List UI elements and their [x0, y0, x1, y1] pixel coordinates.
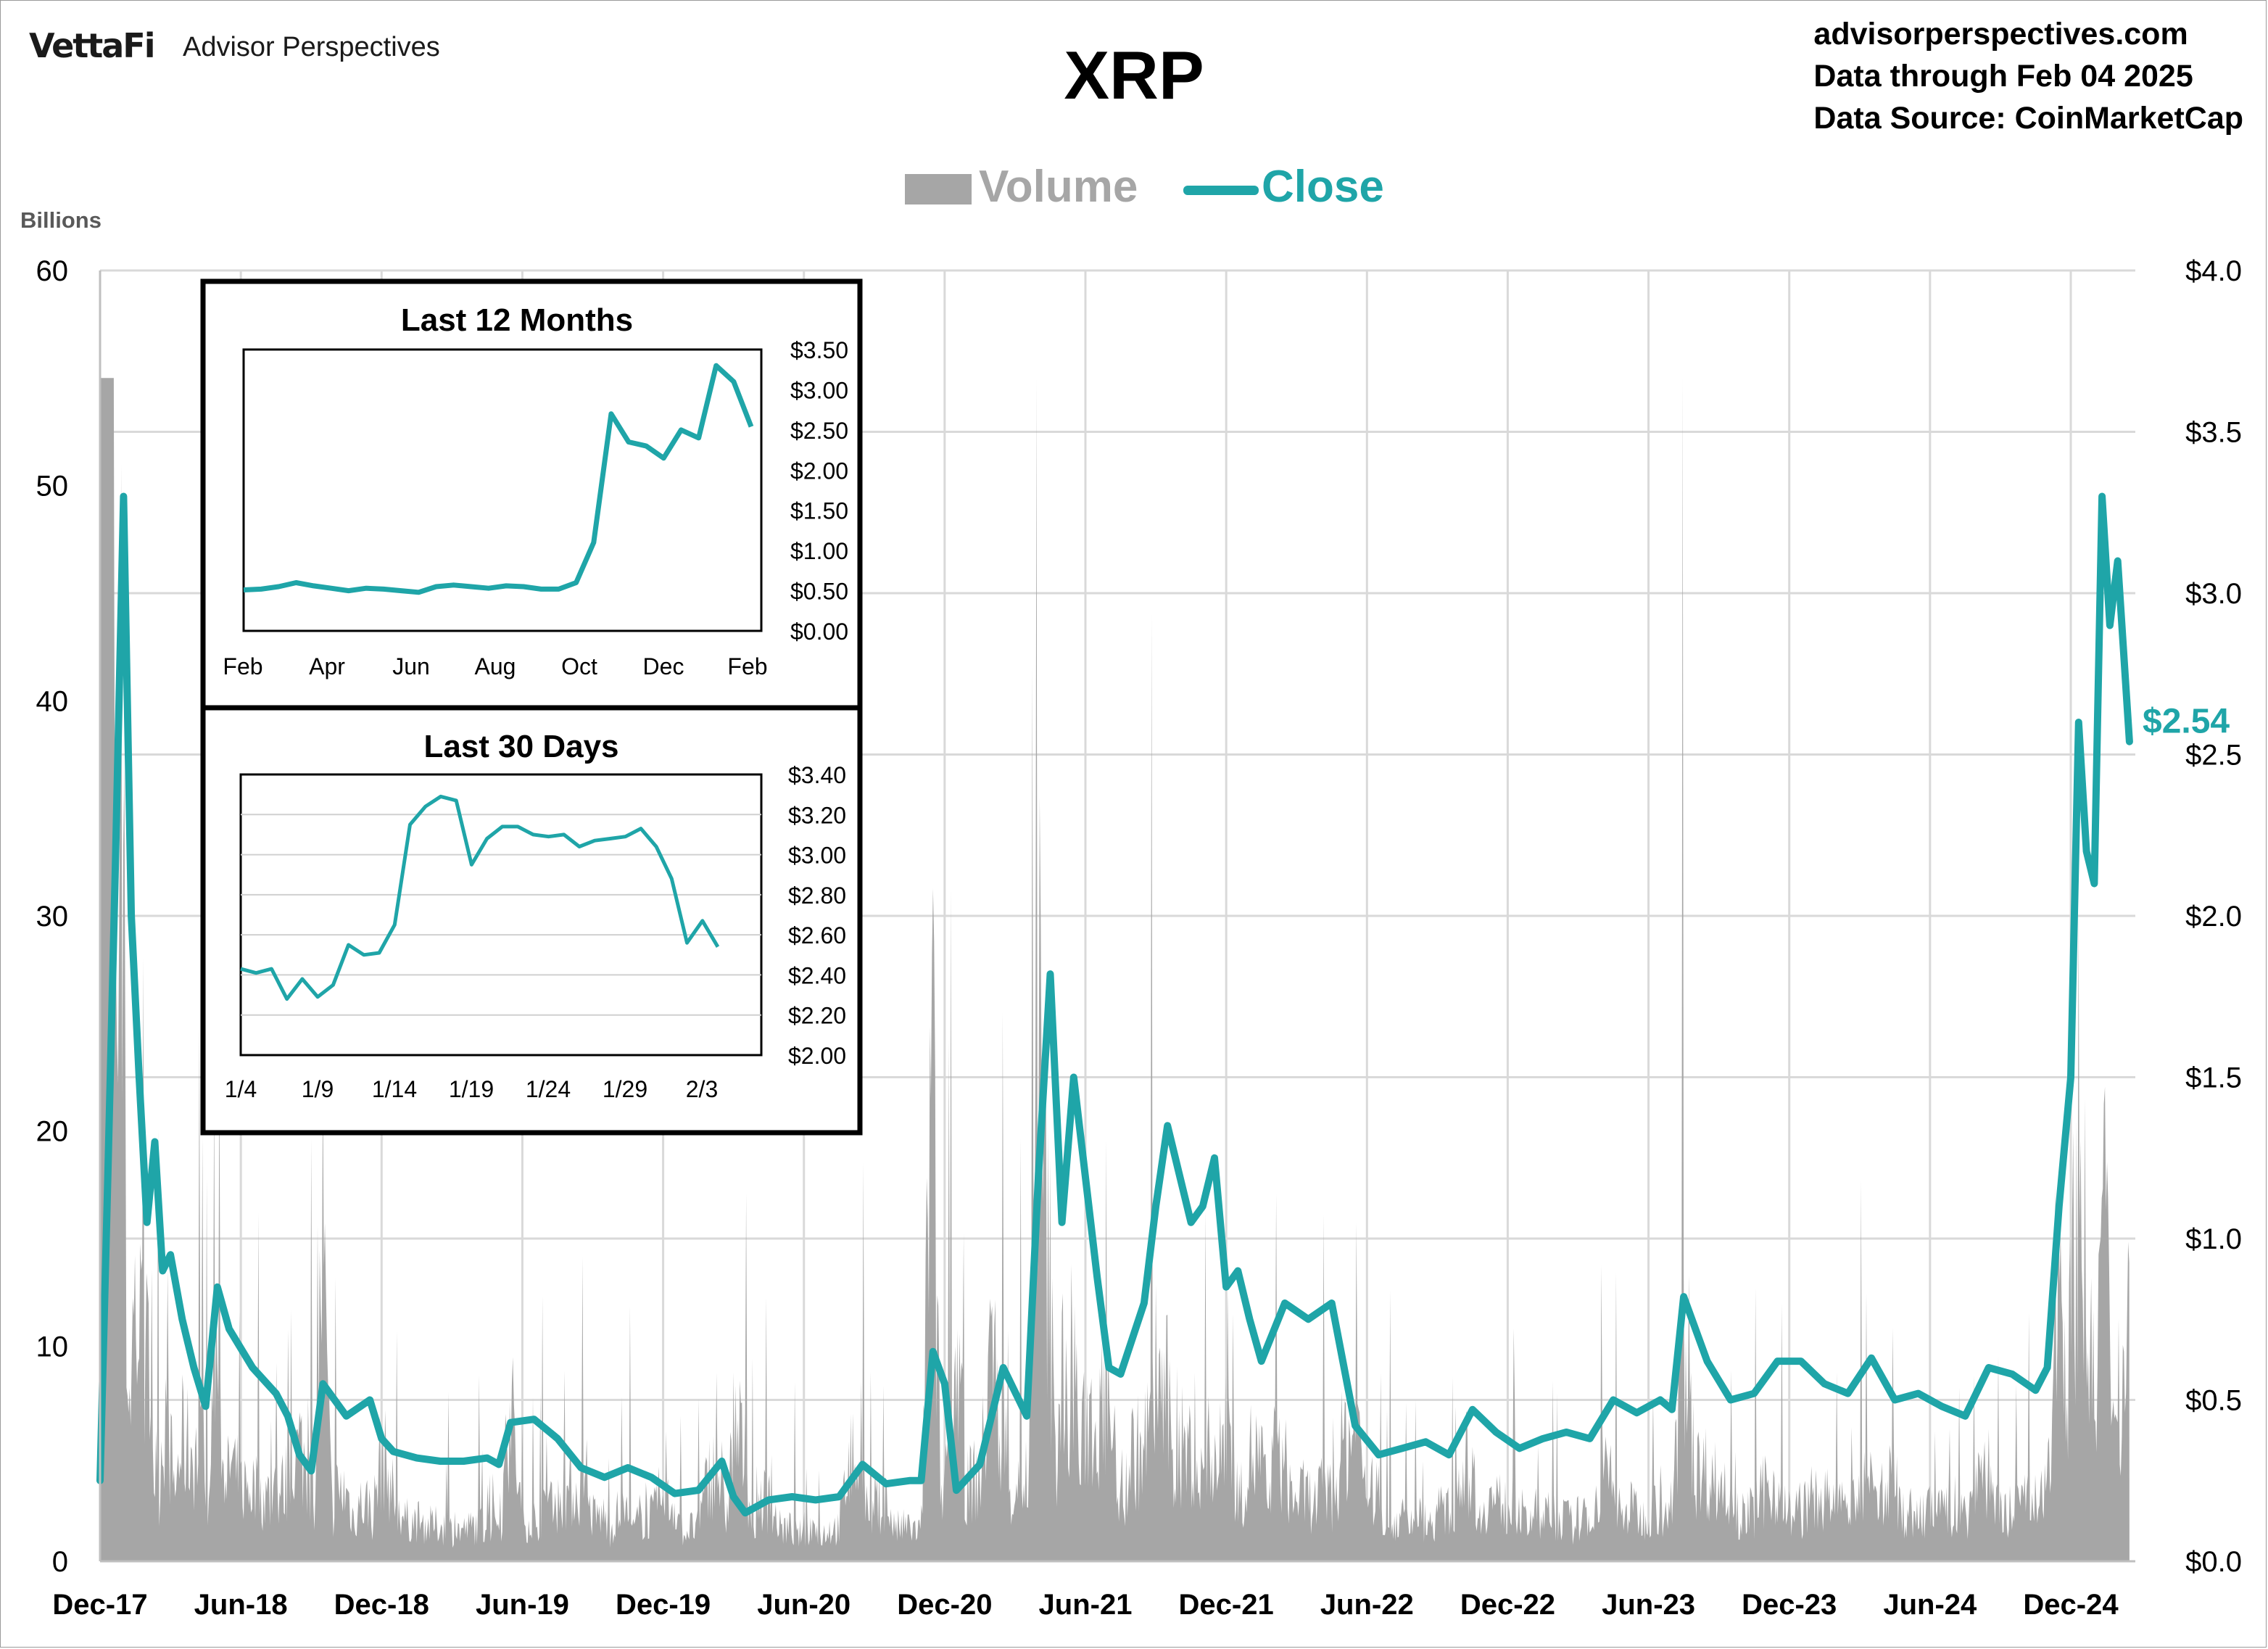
inset-30-days-x-tick-label: 1/29	[603, 1076, 647, 1102]
y-right-tick-label: $3.0	[2185, 578, 2242, 610]
inset-30-days-y-tick-label: $2.00	[788, 1043, 846, 1069]
x-tick-label: Jun-21	[1039, 1589, 1133, 1621]
inset-30-days-y-tick-label: $3.00	[788, 843, 846, 869]
source-provider: Data Source: CoinMarketCap	[1813, 101, 2243, 136]
legend-close-label: Close	[1262, 162, 1384, 212]
chart-title: XRP	[1064, 37, 1204, 113]
legend-volume-label: Volume	[979, 162, 1138, 212]
inset-12-months-x-tick-label: Oct	[561, 653, 597, 679]
close-line	[96, 492, 2133, 1517]
inset-12-months-x-tick-label: Dec	[643, 653, 684, 679]
y-left-tick-label: 50	[36, 471, 69, 503]
inset-12-months-y-tick-label: $0.00	[790, 619, 848, 645]
brand-name: Advisor Perspectives	[183, 32, 440, 62]
inset-30-days-y-tick-label: $3.20	[788, 802, 846, 828]
y-right-tick-label: $0.0	[2185, 1546, 2242, 1578]
y-right-tick-label: $0.5	[2185, 1385, 2242, 1417]
vettafi-logo: VettaFi	[29, 26, 155, 65]
inset-30-days-x-tick-label: 1/4	[225, 1076, 257, 1102]
source-date: Data through Feb 04 2025	[1813, 59, 2193, 94]
inset-30-days-x-tick-label: 2/3	[686, 1076, 718, 1102]
inset-30-days-plot-border	[239, 773, 763, 1057]
inset-30-days: Last 30 Days $2.00 $2.20 $2.40 $2.60 $2.80 $3.…	[200, 705, 863, 1136]
x-tick-label: Dec-17	[52, 1589, 147, 1621]
inset-30-days-y-tick-label: $2.20	[788, 1003, 846, 1029]
y-right-tick-label: $1.0	[2185, 1223, 2242, 1255]
inset-12-months-y-tick-label: $2.50	[790, 418, 848, 444]
inset-12-months-x-tick-label: Feb	[727, 653, 767, 679]
inset-12-months-line	[243, 363, 754, 595]
y-left-units: Billions	[20, 207, 102, 233]
inset-30-days-y-tick-label: $2.40	[788, 962, 846, 988]
inset-12-months-y-tick-label: $1.50	[790, 498, 848, 524]
x-tick-label: Dec-20	[897, 1589, 992, 1621]
inset-12-months-y-tick-label: $0.50	[790, 579, 848, 605]
inset-12-months-y-tick-label: $3.50	[790, 337, 848, 363]
y-right-tick-label: $1.5	[2185, 1062, 2242, 1094]
inset-12-months: Last 12 Months $0.00 $0.50 $1.00 $1.50 $2.00 $…	[200, 278, 863, 711]
last-close-label: $2.54	[2143, 703, 2230, 741]
inset-30-days-line	[240, 794, 720, 1001]
y-right-tick-label: $2.0	[2185, 901, 2242, 933]
inset-12-months-x-tick-label: Aug	[475, 653, 516, 679]
legend-volume-swatch	[905, 174, 972, 204]
x-tick-label: Dec-22	[1460, 1589, 1555, 1621]
x-tick-label: Dec-19	[616, 1589, 711, 1621]
inset-12-months-y-tick-label: $3.00	[790, 377, 848, 403]
x-tick-label: Dec-21	[1179, 1589, 1274, 1621]
inset-12-months-title: Last 12 Months	[401, 302, 633, 338]
x-tick-label: Jun-24	[1883, 1589, 1977, 1621]
x-tick-label: Dec-18	[334, 1589, 429, 1621]
inset-30-days-x-tick-label: 1/19	[449, 1076, 494, 1102]
inset-30-days-x-tick-label: 1/9	[302, 1076, 334, 1102]
x-tick-label: Jun-19	[476, 1589, 569, 1621]
inset-30-days-x-tick-label: 1/24	[526, 1076, 571, 1102]
x-tick-label: Jun-22	[1320, 1589, 1414, 1621]
inset-12-months-x-tick-label: Apr	[309, 653, 345, 679]
x-tick-label: Jun-18	[194, 1589, 288, 1621]
y-left-tick-label: 0	[52, 1546, 68, 1578]
x-tick-label: Jun-23	[1602, 1589, 1695, 1621]
x-tick-label: Jun-20	[757, 1589, 850, 1621]
source-block: advisorperspectives.com Data through Feb…	[1813, 13, 2243, 139]
inset-12-months-y-tick-label: $2.00	[790, 458, 848, 484]
legend-close-swatch	[1183, 186, 1259, 195]
x-tick-label: Dec-24	[2023, 1589, 2119, 1621]
inset-12-months-x-tick-label: Feb	[223, 653, 262, 679]
source-site: advisorperspectives.com	[1813, 17, 2188, 51]
inset-30-days-y-tick-label: $2.60	[788, 922, 846, 949]
y-right-tick-label: $3.5	[2185, 417, 2242, 449]
y-left-tick-label: 40	[36, 685, 69, 717]
inset-12-months-y-tick-label: $1.00	[790, 538, 848, 564]
y-left-tick-label: 30	[36, 901, 69, 933]
inset-30-days-x-tick-label: 1/14	[372, 1076, 417, 1102]
y-right-tick-label: $4.0	[2185, 255, 2242, 287]
inset-30-days-title: Last 30 Days	[423, 729, 618, 764]
x-tick-label: Dec-23	[1742, 1589, 1837, 1621]
y-left-tick-label: 60	[36, 255, 69, 287]
inset-12-months-x-tick-label: Jun	[392, 653, 430, 679]
y-left-tick-label: 10	[36, 1331, 69, 1363]
inset-30-days-y-tick-label: $2.80	[788, 883, 846, 909]
inset-30-days-y-tick-label: $3.40	[788, 762, 846, 788]
y-left-tick-label: 20	[36, 1116, 69, 1148]
y-right-tick-label: $2.5	[2185, 740, 2242, 772]
